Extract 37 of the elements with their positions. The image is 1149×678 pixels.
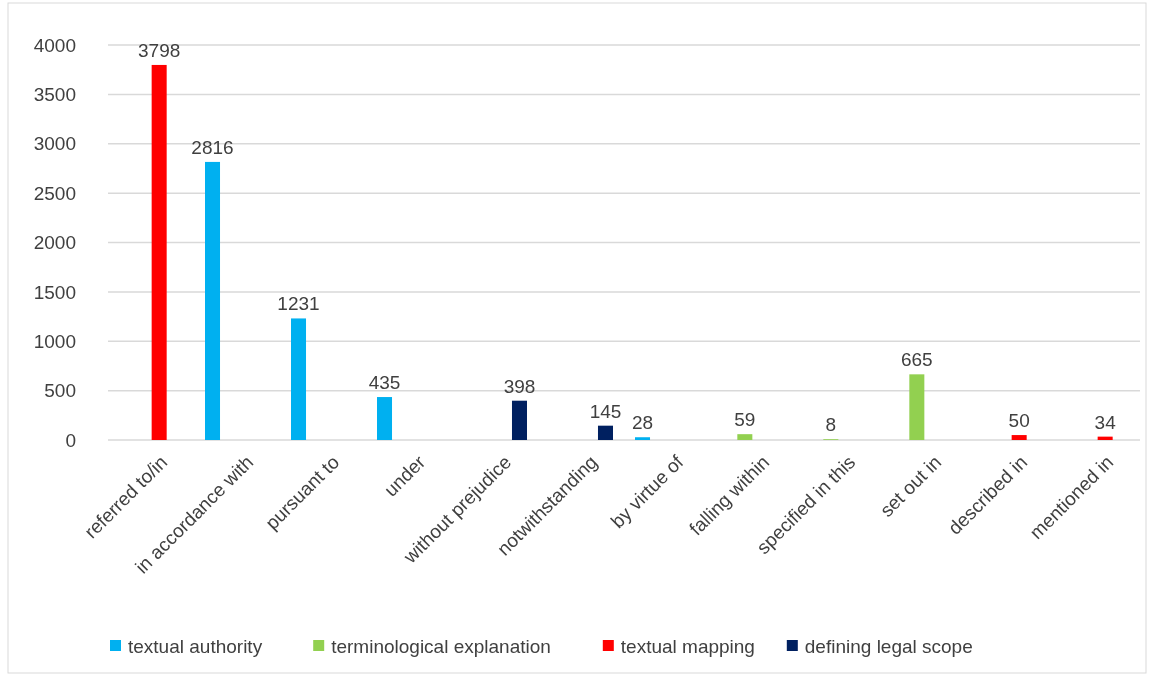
bar: [291, 318, 307, 440]
bar: [1097, 436, 1113, 440]
legend-label: textual mapping: [620, 635, 755, 657]
data-label: 59: [734, 409, 756, 431]
bar: [511, 400, 527, 440]
y-tick-label: 1000: [33, 330, 76, 352]
data-label: 665: [900, 349, 933, 371]
bar: [737, 434, 753, 440]
y-tick-label: 3500: [33, 84, 76, 106]
bar: [1011, 435, 1027, 440]
bar: [597, 425, 613, 440]
bar: [377, 397, 393, 440]
bar: [151, 64, 167, 440]
y-tick-label: 500: [44, 380, 76, 402]
legend-label: textual authority: [128, 635, 263, 657]
data-label: 435: [368, 372, 401, 394]
data-label: 50: [1008, 410, 1030, 432]
data-label: 28: [631, 412, 654, 434]
y-tick-label: 0: [65, 429, 76, 451]
x-tick-label: set out in: [875, 451, 946, 521]
data-label: 34: [1094, 411, 1117, 433]
data-label: 8: [825, 414, 837, 436]
y-tick-label: 3000: [33, 133, 76, 155]
legend-label: terminological explanation: [331, 635, 551, 657]
data-label: 2816: [191, 136, 234, 158]
data-label: 145: [589, 400, 622, 422]
legend-label: defining legal scope: [804, 635, 973, 657]
data-label: 3798: [138, 39, 181, 61]
bar: [909, 374, 925, 440]
y-tick-label: 2000: [33, 232, 76, 254]
y-tick-label: 1500: [33, 281, 76, 303]
bar: [205, 161, 221, 440]
bar: [635, 437, 651, 440]
data-label: 1231: [277, 293, 320, 315]
data-label: 398: [503, 375, 536, 397]
y-tick-label: 2500: [33, 182, 76, 204]
y-tick-label: 4000: [33, 34, 76, 56]
